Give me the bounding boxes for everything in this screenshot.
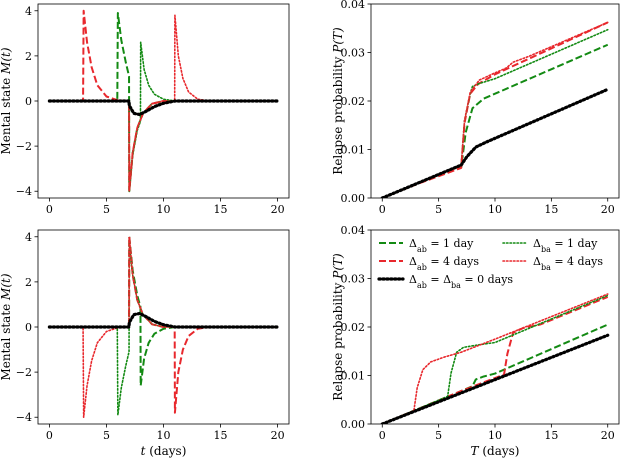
y-tick-label: 0 [25, 95, 32, 108]
y-tick-label: 4 [25, 5, 32, 18]
y-tick-label: 2 [25, 276, 32, 289]
panel-relapse-probability-top: 0 5 10 15 20 0.00 0.01 0.02 0.03 0.04 Relapse prob… [331, 0, 620, 216]
y-tick-label: 4 [25, 231, 32, 244]
x-tick-label: 5 [435, 203, 442, 216]
series-line-ab4 [381, 296, 609, 424]
x-tick-label: 20 [601, 429, 615, 442]
series-line-ba1 [381, 294, 609, 424]
legend-label-ba1: Δba = 1 day [533, 237, 598, 254]
legend-label-ab1: Δab = 1 day [409, 237, 474, 254]
y-tick-label: 0 [25, 321, 32, 334]
legend-label-ba4: Δba = 4 days [533, 255, 603, 272]
x-tick-label: 0 [379, 203, 386, 216]
y-tick-label: 0.04 [341, 0, 366, 11]
x-axis-label: t (days) [141, 444, 187, 458]
x-tick-label: 20 [271, 203, 285, 216]
y-axis-label: Mental state M(t) [0, 273, 13, 380]
x-tick-label: 20 [601, 203, 615, 216]
x-tick-label: 5 [435, 429, 442, 442]
series-line-ab1 [49, 235, 278, 387]
y-tick-label: 0.02 [341, 321, 366, 334]
panel-mental-state-bottom: 0 5 10 15 20 −4 −2 0 2 4 Mental state M(t) t (days) [0, 229, 290, 458]
legend-label-zero: Δab = Δba = 0 days [409, 273, 513, 290]
series-line-ab4 [49, 235, 278, 414]
x-tick-label: 5 [103, 203, 110, 216]
y-tick-label: −2 [16, 366, 32, 379]
x-tick-label: 15 [544, 203, 558, 216]
legend-label-ab4: Δab = 4 days [409, 255, 479, 272]
legend: Δab = 1 day Δba = 1 day Δab = 4 days Δba = … [377, 237, 603, 290]
y-axis-label: Relapse probability P(T) [331, 27, 345, 175]
y-tick-label: 0.04 [341, 224, 366, 237]
x-tick-label: 20 [271, 429, 285, 442]
x-tick-label: 15 [214, 429, 228, 442]
x-tick-label: 0 [46, 429, 53, 442]
y-tick-label: 0.03 [341, 47, 366, 60]
series-line-ba1 [381, 28, 609, 198]
panel-mental-state-top: 0 5 10 15 20 −4 −2 0 2 4 Mental state M(t) [0, 3, 290, 216]
x-tick-label: 10 [488, 429, 502, 442]
x-tick-label: 15 [214, 203, 228, 216]
series-line-zero [47, 99, 280, 117]
y-tick-label: 0.01 [341, 370, 366, 383]
series-line-ab1 [381, 43, 609, 198]
y-axis-label: Mental state M(t) [0, 47, 13, 154]
x-tick-label: 10 [157, 203, 171, 216]
x-tick-label: 0 [46, 203, 53, 216]
series-line-ab4 [381, 21, 609, 198]
y-tick-label: 0.02 [341, 95, 366, 108]
y-tick-label: −4 [16, 411, 32, 424]
y-tick-label: 0.00 [341, 192, 366, 205]
y-tick-label: 0.00 [341, 418, 366, 431]
y-axis-label: Relapse probability P(T) [331, 253, 345, 401]
y-tick-label: 0.01 [341, 144, 366, 157]
y-tick-label: 2 [25, 50, 32, 63]
x-tick-label: 15 [544, 429, 558, 442]
y-tick-label: −2 [16, 140, 32, 153]
series-line-ba4 [381, 21, 609, 198]
x-tick-label: 10 [157, 429, 171, 442]
x-tick-label: 10 [488, 203, 502, 216]
series-line-zero [47, 311, 280, 329]
series-line-ba4 [381, 293, 609, 424]
series-line-zero [380, 333, 610, 424]
series-line-zero [380, 87, 610, 198]
x-tick-label: 0 [379, 429, 386, 442]
y-tick-label: 0.03 [341, 273, 366, 286]
x-tick-label: 5 [103, 429, 110, 442]
y-tick-label: −4 [16, 185, 32, 198]
panel-relapse-probability-bottom: 0 5 10 15 20 0.00 0.01 0.02 0.03 0.04 Relapse prob… [331, 224, 620, 458]
series-line-ba1 [48, 41, 279, 193]
x-axis-label: T (days) [471, 444, 520, 458]
